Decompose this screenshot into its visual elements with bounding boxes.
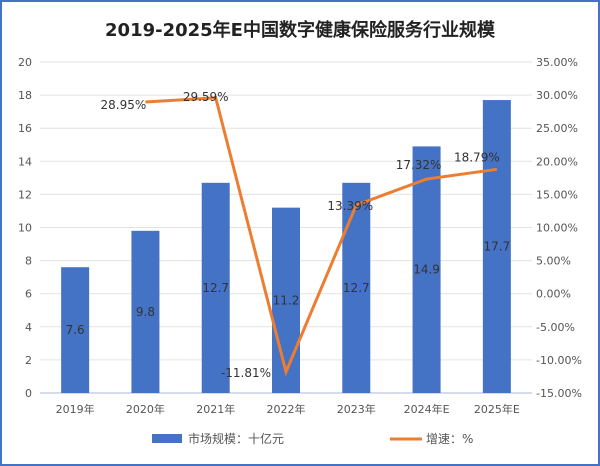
y-tick-left: 18 — [18, 89, 32, 102]
y-tick-right: -5.00% — [536, 321, 575, 334]
legend-bar-label: 市场规模：十亿元 — [188, 431, 284, 446]
line-label: 29.59% — [183, 90, 229, 104]
bar-label: 14.9 — [413, 263, 440, 277]
line-label: 28.95% — [101, 98, 147, 112]
bar — [201, 182, 230, 393]
y-tick-left: 2 — [25, 354, 32, 367]
bar — [342, 182, 371, 393]
y-tick-left: 8 — [25, 255, 32, 268]
y-tick-right: 5.00% — [536, 255, 571, 268]
bar — [61, 267, 90, 393]
x-tick: 2022年 — [267, 402, 306, 416]
bar-label: 12.7 — [202, 281, 229, 295]
x-tick: 2020年 — [126, 402, 165, 416]
y-tick-right: 35.00% — [536, 56, 578, 69]
y-tick-left: 12 — [18, 188, 32, 201]
line-label: 17.32% — [396, 158, 442, 172]
bar-label: 11.2 — [273, 293, 300, 307]
y-tick-right: 10.00% — [536, 222, 578, 235]
y-tick-right: -10.00% — [536, 354, 582, 367]
bar — [131, 230, 160, 393]
x-tick: 2021年 — [196, 402, 235, 416]
x-tick: 2024年E — [404, 402, 450, 416]
bar — [272, 207, 300, 393]
y-tick-left: 14 — [18, 155, 32, 168]
y-tick-left: 20 — [18, 56, 32, 69]
line-label: -11.81% — [221, 366, 271, 380]
x-tick: 2025年E — [474, 402, 520, 416]
bar — [482, 100, 511, 393]
y-tick-right: 25.00% — [536, 122, 578, 135]
y-tick-right: -15.00% — [536, 387, 582, 400]
y-tick-right: 30.00% — [536, 89, 578, 102]
growth-line — [145, 96, 498, 377]
y-tick-right: 15.00% — [536, 188, 578, 201]
line-label: 18.79% — [454, 150, 500, 164]
y-tick-left: 0 — [25, 387, 32, 400]
y-tick-right: 20.00% — [536, 155, 578, 168]
bar-label: 9.8 — [136, 305, 155, 319]
chart-title: 2019-2025年E中国数字健康保险服务行业规模 — [105, 20, 495, 41]
x-tick: 2019年 — [56, 402, 95, 416]
bar-label: 17.7 — [483, 240, 510, 254]
y-tick-right: 0.00% — [536, 288, 571, 301]
legend-line-label: 增速：% — [426, 432, 473, 446]
y-tick-left: 4 — [25, 321, 32, 334]
y-tick-left: 16 — [18, 122, 32, 135]
y-tick-left: 10 — [18, 222, 32, 235]
x-tick: 2023年 — [337, 402, 376, 416]
y-tick-left: 6 — [25, 288, 32, 301]
bar-label: 7.6 — [66, 323, 85, 337]
bar-label: 12.7 — [343, 281, 370, 295]
bar — [412, 146, 441, 393]
legend-bar-swatch — [152, 434, 182, 443]
line-label: 13.39% — [327, 199, 373, 213]
